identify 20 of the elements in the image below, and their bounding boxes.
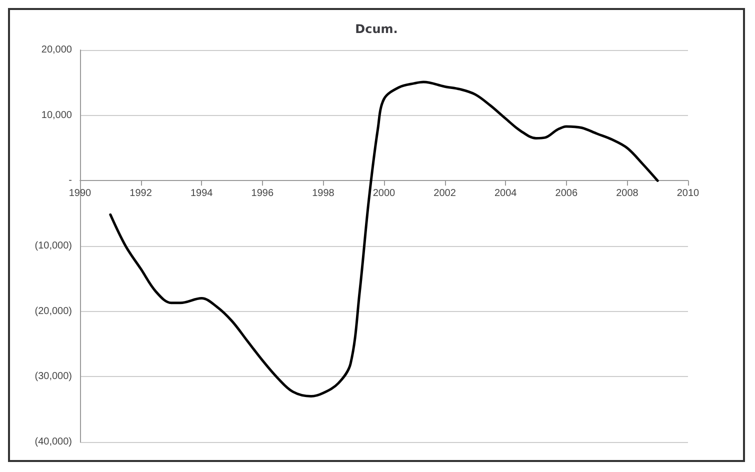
x-tick-label: 2010 [676, 188, 700, 200]
y-tick-label: (40,000) [34, 436, 72, 448]
y-tick-label: (20,000) [34, 306, 72, 317]
y-tick-label: - [68, 175, 72, 186]
x-tick-label: 2004 [494, 188, 518, 200]
x-tick-label: 2006 [555, 188, 578, 200]
line-series [109, 80, 659, 398]
x-tick-label: 2008 [616, 188, 639, 200]
x-tick-label: 1994 [190, 188, 214, 200]
x-tick-label: 1990 [68, 188, 92, 200]
x-tick-label: 2002 [434, 188, 456, 200]
y-tick-label: (30,000) [34, 371, 72, 382]
x-tick-label: 1996 [251, 188, 274, 200]
chart-title: Dcum. [355, 22, 398, 36]
y-tick-label: 20,000 [41, 44, 72, 56]
x-tick-label: 1998 [312, 188, 335, 200]
y-tick-label: 10,000 [41, 110, 72, 121]
x-tick-label: 2000 [372, 188, 396, 200]
x-tick-label: 1992 [130, 188, 152, 200]
y-tick-label: (10,000) [34, 240, 72, 252]
